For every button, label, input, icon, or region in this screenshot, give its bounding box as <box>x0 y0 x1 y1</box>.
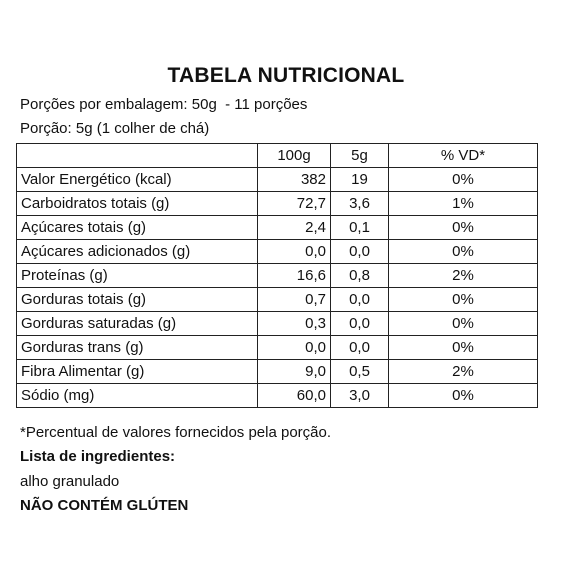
per-5g-cell: 19 <box>330 167 389 192</box>
nutrient-name-cell: Açúcares adicionados (g) <box>16 239 258 264</box>
daily-value-cell: 0% <box>388 287 538 312</box>
table-row: Fibra Alimentar (g) 9,0 0,5 2% <box>16 359 538 384</box>
daily-value-cell: 0% <box>388 239 538 264</box>
daily-value-cell: 2% <box>388 263 538 288</box>
per-100g-cell: 9,0 <box>257 359 331 384</box>
per-100g-cell: 60,0 <box>257 383 331 408</box>
per-5g-cell: 0,5 <box>330 359 389 384</box>
footnote: *Percentual de valores fornecidos pela p… <box>20 424 332 441</box>
per-100g-cell: 0,0 <box>257 335 331 360</box>
column-header: % VD* <box>388 143 538 168</box>
nutrient-name-cell: Proteínas (g) <box>16 263 258 288</box>
per-100g-cell: 16,6 <box>257 263 331 288</box>
nutrient-name-cell: Carboidratos totais (g) <box>16 191 258 216</box>
table-row: Valor Energético (kcal) 382 19 0% <box>16 167 538 192</box>
per-100g-cell: 0,0 <box>257 239 331 264</box>
nutrient-name-cell: Açúcares totais (g) <box>16 215 258 240</box>
per-5g-cell: 0,0 <box>330 239 389 264</box>
per-100g-cell: 0,7 <box>257 287 331 312</box>
per-5g-cell: 0,0 <box>330 311 389 336</box>
portions-per-package: Porções por embalagem: 50g - 11 porções <box>20 96 308 113</box>
per-5g-cell: 0,0 <box>330 335 389 360</box>
nutrient-name-cell: Gorduras saturadas (g) <box>16 311 258 336</box>
per-5g-cell: 3,6 <box>330 191 389 216</box>
per-5g-cell: 0,0 <box>330 287 389 312</box>
table-header-row: 100g 5g% VD* <box>16 143 538 168</box>
daily-value-cell: 0% <box>388 383 538 408</box>
column-header: 100g <box>257 143 331 168</box>
ingredients-text: alho granulado <box>20 473 120 490</box>
nutrition-table: 100g 5g% VD* Valor Energético (kcal) 382 19 0… <box>16 143 538 408</box>
table-row: Gorduras saturadas (g) 0,3 0,0 0% <box>16 311 538 336</box>
per-5g-cell: 0,8 <box>330 263 389 288</box>
nutrient-name-cell: Gorduras totais (g) <box>16 287 258 312</box>
daily-value-cell: 0% <box>388 311 538 336</box>
daily-value-cell: 1% <box>388 191 538 216</box>
per-100g-cell: 382 <box>257 167 331 192</box>
table-row: Açúcares adicionados (g) 0,0 0,0 0% <box>16 239 538 264</box>
nutrient-name-cell: Gorduras trans (g) <box>16 335 258 360</box>
column-header: 5g <box>330 143 389 168</box>
table-row: Carboidratos totais (g) 72,7 3,6 1% <box>16 191 538 216</box>
table-row: Açúcares totais (g) 2,4 0,1 0% <box>16 215 538 240</box>
per-100g-cell: 2,4 <box>257 215 331 240</box>
per-100g-cell: 0,3 <box>257 311 331 336</box>
per-5g-cell: 0,1 <box>330 215 389 240</box>
daily-value-cell: 2% <box>388 359 538 384</box>
portion-size: Porção: 5g (1 colher de chá) <box>20 120 210 137</box>
daily-value-cell: 0% <box>388 167 538 192</box>
table-row: Proteínas (g) 16,6 0,8 2% <box>16 263 538 288</box>
nutrient-name-cell: Valor Energético (kcal) <box>16 167 258 192</box>
nutrient-name-cell: Sódio (mg) <box>16 383 258 408</box>
per-5g-cell: 3,0 <box>330 383 389 408</box>
nutrient-name-cell: Fibra Alimentar (g) <box>16 359 258 384</box>
page-title: TABELA NUTRICIONAL <box>167 64 405 87</box>
gluten-notice: NÃO CONTÉM GLÚTEN <box>20 497 189 514</box>
daily-value-cell: 0% <box>388 215 538 240</box>
ingredients-heading: Lista de ingredientes: <box>20 448 176 465</box>
per-100g-cell: 72,7 <box>257 191 331 216</box>
table-row: Gorduras trans (g) 0,0 0,0 0% <box>16 335 538 360</box>
table-row: Gorduras totais (g) 0,7 0,0 0% <box>16 287 538 312</box>
column-header <box>16 143 258 168</box>
table-row: Sódio (mg) 60,0 3,0 0% <box>16 383 538 408</box>
daily-value-cell: 0% <box>388 335 538 360</box>
